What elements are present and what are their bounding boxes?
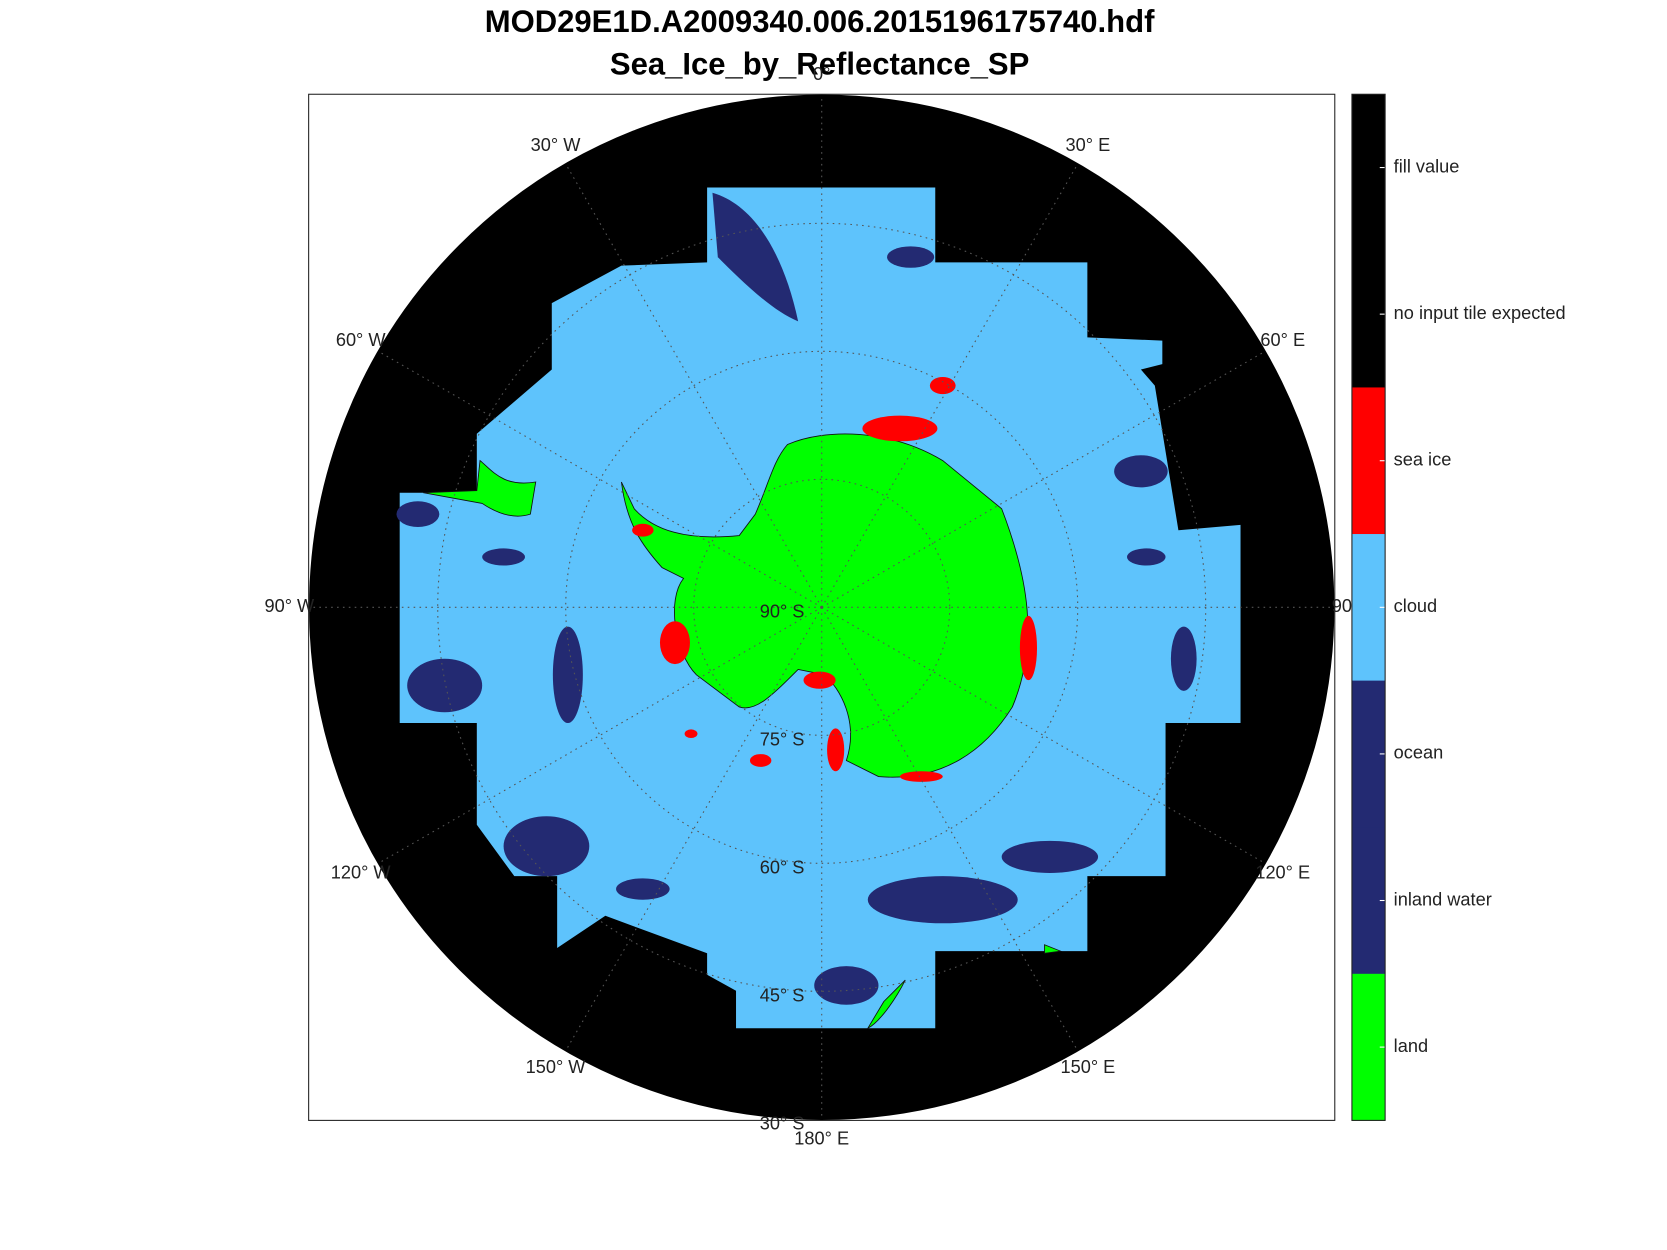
longitude-label: 90° W xyxy=(265,596,316,616)
latitude-label: 45° S xyxy=(760,985,805,1005)
colorbar-frame xyxy=(1351,93,1386,1121)
colorbar-segment xyxy=(1351,973,1386,1121)
longitude-label: 150° E xyxy=(1060,1057,1115,1077)
graticule xyxy=(309,95,1334,1120)
parallel xyxy=(565,350,1079,864)
colorbar-label: ocean xyxy=(1394,743,1444,763)
longitude-label: 60° W xyxy=(336,330,387,350)
ocean-areas xyxy=(396,192,1197,1005)
colorbar-segment xyxy=(1351,94,1386,242)
colorbar-label: fill value xyxy=(1394,156,1460,176)
colorbar-label: cloud xyxy=(1394,596,1437,616)
longitude-label: 180° E xyxy=(794,1128,849,1148)
colorbar-label: inland water xyxy=(1394,889,1492,909)
colorbar-segment xyxy=(1351,534,1386,682)
colorbar-segment xyxy=(1351,827,1386,975)
colorbar-label: no input tile expected xyxy=(1394,303,1566,323)
longitude-label: 150° W xyxy=(526,1057,587,1077)
latitude-label: 30° S xyxy=(760,1113,805,1133)
parallel xyxy=(693,478,951,736)
title: MOD29E1D.A2009340.006.2015196175740.hdf xyxy=(485,4,1155,39)
latitude-label: 75° S xyxy=(760,729,805,749)
colorbar-label: sea ice xyxy=(1394,450,1452,470)
map-edge xyxy=(309,94,1335,1120)
longitude-label: 0° xyxy=(813,64,830,84)
subtitle: Sea_Ice_by_Reflectance_SP xyxy=(610,47,1029,82)
longitude-label: 120° E xyxy=(1255,862,1310,882)
colorbar-segment xyxy=(1351,240,1386,388)
colorbar-label: land xyxy=(1394,1036,1428,1056)
colorbar-segment xyxy=(1351,680,1386,828)
colorbar: fill value no input tile expected sea ice c… xyxy=(1351,93,1566,1121)
land-areas xyxy=(423,433,1063,1030)
sea-ice-areas xyxy=(632,377,1038,782)
longitude-label: 30° E xyxy=(1066,135,1111,155)
latitude-label: 60° S xyxy=(760,857,805,877)
colorbar-segment xyxy=(1351,387,1386,535)
latitude-label: 90° S xyxy=(760,601,805,621)
longitude-label: 30° W xyxy=(531,135,582,155)
longitude-label: 120° W xyxy=(331,862,392,882)
longitude-label: 60° E xyxy=(1260,330,1305,350)
